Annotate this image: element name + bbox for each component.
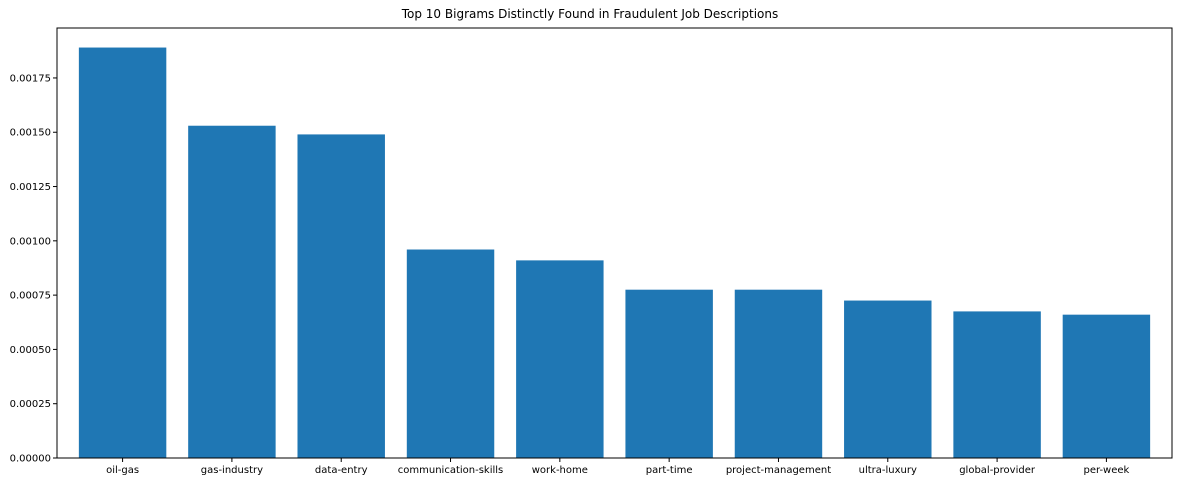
x-tick-label: data-entry	[315, 465, 368, 476]
bar-communication-skills	[406, 249, 495, 458]
y-axis: 0.00000 0.00025 0.00050 0.00075 0.00100 0.001…	[10, 73, 57, 465]
bar-part-time	[625, 289, 713, 458]
bar-data-entry	[297, 134, 385, 459]
chart-title: Top 10 Bigrams Distinctly Found in Fraud…	[401, 7, 779, 21]
y-tick-label: 0.00025	[10, 399, 51, 410]
x-tick-label: work-home	[532, 465, 588, 476]
bar-project-management	[734, 289, 823, 458]
bar-per-week	[1062, 314, 1151, 458]
x-tick-label: part-time	[646, 465, 693, 476]
x-tick-label: gas-industry	[201, 465, 263, 476]
x-tick-label: oil-gas	[106, 465, 139, 476]
x-tick-label: communication-skills	[398, 465, 504, 476]
x-axis: oil-gas gas-industry data-entry communicati…	[106, 458, 1130, 476]
y-tick-label: 0.00100	[10, 236, 51, 247]
x-tick-label: project-management	[726, 465, 831, 476]
y-tick-label: 0.00000	[10, 454, 51, 465]
bars-group	[78, 47, 1151, 459]
y-tick-label: 0.00175	[10, 73, 51, 84]
plot-area-frame	[56, 27, 1173, 459]
bar-gas-industry	[188, 125, 276, 459]
x-tick-label: ultra-luxury	[859, 465, 917, 476]
y-tick-label: 0.00075	[10, 291, 51, 302]
y-tick-label: 0.00125	[10, 182, 51, 193]
x-tick-label: global-provider	[959, 465, 1036, 476]
bar-oil-gas	[78, 47, 167, 458]
x-tick-label: per-week	[1083, 465, 1129, 476]
bar-global-provider	[953, 311, 1041, 458]
bar-work-home	[516, 260, 604, 458]
y-tick-label: 0.00150	[10, 128, 51, 139]
bar-ultra-luxury	[844, 300, 932, 458]
y-tick-label: 0.00050	[10, 345, 51, 356]
